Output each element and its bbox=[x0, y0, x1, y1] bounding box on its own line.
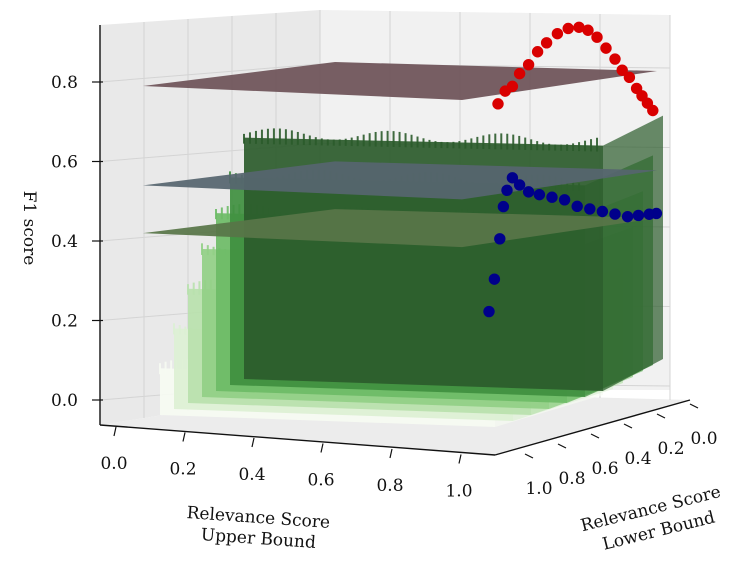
series-point bbox=[609, 53, 621, 65]
reference-plane bbox=[143, 161, 657, 200]
series-point bbox=[551, 27, 564, 40]
series-point bbox=[540, 37, 553, 49]
series-point bbox=[533, 188, 546, 201]
z-tick-label: 0.2 bbox=[51, 312, 78, 332]
x-tick bbox=[251, 437, 255, 448]
series-point bbox=[492, 98, 504, 110]
series-point bbox=[506, 172, 519, 184]
series-point bbox=[522, 58, 535, 71]
x-tick-label: 1.0 bbox=[445, 482, 472, 502]
y-tick bbox=[524, 453, 534, 459]
reference-plane bbox=[143, 209, 657, 248]
series-point bbox=[501, 184, 513, 197]
y-tick-label: 0.2 bbox=[657, 439, 684, 459]
series-point bbox=[623, 71, 636, 84]
series-point bbox=[632, 209, 645, 222]
series-layer bbox=[483, 21, 663, 318]
series-point bbox=[600, 42, 612, 54]
surface-band bbox=[244, 137, 603, 391]
x-tick bbox=[389, 448, 393, 459]
series-point bbox=[616, 64, 628, 76]
series-group bbox=[492, 21, 659, 117]
ticks: 0.0 0.2 0.4 0.6 0.8 0.0 0.2 0.4 0.6 0.8 1.0 0.0 0.2 0… bbox=[51, 73, 718, 502]
series-point bbox=[596, 205, 609, 218]
series-point bbox=[647, 104, 659, 117]
y-axis-line bbox=[494, 399, 691, 456]
series-point bbox=[621, 210, 634, 223]
series-point bbox=[483, 305, 495, 318]
reference-plane bbox=[143, 62, 657, 101]
axes bbox=[99, 25, 691, 456]
z-tick-label: 0.6 bbox=[51, 153, 78, 173]
x-tick-label: 0.8 bbox=[376, 476, 403, 496]
series-group bbox=[483, 172, 663, 318]
series-point bbox=[497, 200, 510, 213]
y-tick-label: 0.6 bbox=[591, 459, 618, 479]
y-tick bbox=[656, 413, 666, 419]
x-tick bbox=[182, 432, 186, 442]
y-tick bbox=[590, 433, 600, 439]
series-point bbox=[558, 194, 571, 206]
series-point bbox=[584, 203, 596, 215]
series-point bbox=[562, 22, 574, 35]
series-point bbox=[494, 233, 506, 245]
x-tick bbox=[113, 426, 117, 437]
series-point bbox=[513, 67, 526, 80]
z-tick-label: 0.8 bbox=[51, 73, 78, 93]
series-point bbox=[513, 179, 526, 191]
x-tick bbox=[458, 454, 462, 464]
y-tick bbox=[689, 403, 699, 409]
z-tick-label: 0.0 bbox=[51, 391, 78, 411]
series-point bbox=[546, 191, 558, 203]
x-tick-label: 0.2 bbox=[169, 460, 196, 480]
series-point bbox=[506, 80, 519, 93]
series-point bbox=[609, 208, 621, 220]
series-point bbox=[591, 31, 603, 43]
x-tick bbox=[320, 443, 324, 453]
series-point bbox=[571, 200, 583, 213]
reference-planes bbox=[143, 62, 657, 248]
series-point bbox=[531, 46, 544, 58]
series-point bbox=[650, 207, 663, 220]
series-point bbox=[488, 273, 501, 285]
z-axis-label: F1 score bbox=[19, 191, 39, 266]
y-tick-label: 1.0 bbox=[525, 479, 552, 499]
x-tick-label: 0.4 bbox=[238, 465, 265, 485]
x-tick-label: 0.6 bbox=[307, 471, 334, 491]
y-tick-label: 0.0 bbox=[690, 429, 717, 449]
x-tick-label: 0.0 bbox=[100, 454, 127, 474]
grid-line-z bbox=[99, 63, 321, 83]
y-tick-label: 0.4 bbox=[624, 449, 651, 469]
y-tick-label: 0.8 bbox=[558, 469, 585, 489]
surface-band-side bbox=[603, 115, 663, 392]
x-axis-line bbox=[99, 424, 496, 456]
series-point bbox=[522, 186, 535, 198]
y-tick bbox=[557, 443, 567, 449]
y-tick bbox=[623, 423, 633, 429]
z-tick-label: 0.4 bbox=[51, 232, 78, 252]
series-point bbox=[582, 24, 594, 36]
